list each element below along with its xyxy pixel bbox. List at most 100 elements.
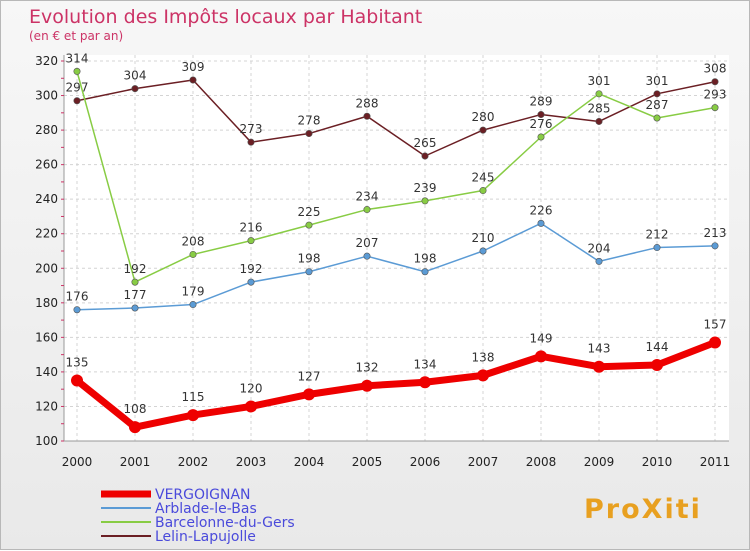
data-point-2-2 xyxy=(189,250,197,258)
y-tick-label-2: 140 xyxy=(35,365,58,379)
chart-title: Evolution des Impôts locaux par Habitant xyxy=(29,6,422,28)
data-label-3-2: 309 xyxy=(182,60,205,74)
chart-subtitle: (en € et par an) xyxy=(29,29,123,43)
data-point-1-8 xyxy=(537,219,545,227)
y-tick-label-9: 280 xyxy=(35,123,58,137)
data-point-3-9 xyxy=(595,117,603,125)
y-tick-label-0: 100 xyxy=(35,434,58,448)
x-tick-label-7: 2007 xyxy=(468,455,499,469)
data-point-1-6 xyxy=(421,268,429,276)
data-point-0-10 xyxy=(651,359,663,371)
x-tick-label-0: 2000 xyxy=(62,455,93,469)
data-label-0-4: 127 xyxy=(298,369,321,383)
data-point-2-5 xyxy=(363,206,371,214)
logo-text: ProXiti xyxy=(584,494,702,525)
data-label-3-10: 301 xyxy=(646,74,669,88)
data-label-0-8: 149 xyxy=(530,331,553,345)
legend-label-3: Lelin-Lapujolle xyxy=(155,529,256,545)
data-label-2-6: 239 xyxy=(414,181,437,195)
data-label-0-9: 143 xyxy=(588,342,611,356)
data-point-3-0 xyxy=(73,97,81,105)
data-point-3-8 xyxy=(537,111,545,119)
data-label-3-0: 297 xyxy=(66,81,89,95)
data-point-1-7 xyxy=(479,247,487,255)
plot-background xyxy=(64,55,729,441)
data-point-2-6 xyxy=(421,197,429,205)
data-point-1-5 xyxy=(363,252,371,260)
data-point-2-11 xyxy=(711,104,719,112)
data-point-3-4 xyxy=(305,130,313,138)
data-point-1-3 xyxy=(247,278,255,286)
data-point-3-2 xyxy=(189,76,197,84)
data-label-0-10: 144 xyxy=(646,340,669,354)
y-tick-label-11: 320 xyxy=(35,54,58,68)
x-tick-label-10: 2010 xyxy=(642,455,673,469)
data-label-1-11: 213 xyxy=(704,226,727,240)
data-label-3-3: 273 xyxy=(240,122,263,136)
y-tick-label-5: 200 xyxy=(35,261,58,275)
data-label-3-5: 288 xyxy=(356,96,379,110)
data-label-2-3: 216 xyxy=(240,221,263,235)
legend: VERGOIGNANArblade-le-BasBarcelonne-du-Ge… xyxy=(101,487,295,545)
y-tick-label-10: 300 xyxy=(35,89,58,103)
data-point-3-3 xyxy=(247,138,255,146)
data-label-0-7: 138 xyxy=(472,350,495,364)
data-point-2-7 xyxy=(479,187,487,195)
data-point-0-6 xyxy=(419,376,431,389)
data-point-2-9 xyxy=(595,90,603,98)
series-line-2 xyxy=(76,70,716,283)
data-label-3-7: 280 xyxy=(472,110,495,124)
data-label-2-7: 245 xyxy=(472,171,495,185)
data-point-1-10 xyxy=(653,244,661,252)
proxiti-logo: ProXiti xyxy=(584,494,702,525)
data-label-3-6: 265 xyxy=(414,136,437,150)
data-point-0-2 xyxy=(187,409,199,422)
data-label-1-1: 177 xyxy=(124,288,147,302)
data-label-2-0: 314 xyxy=(66,51,89,65)
data-point-0-8 xyxy=(535,350,547,363)
data-point-3-10 xyxy=(653,90,661,98)
x-tick-label-4: 2004 xyxy=(294,455,325,469)
data-label-3-9: 285 xyxy=(588,101,611,115)
legend-label-2: Barcelonne-du-Gers xyxy=(155,515,295,531)
data-label-1-8: 226 xyxy=(530,203,553,217)
x-tick-label-3: 2003 xyxy=(236,455,267,469)
y-tick-label-7: 240 xyxy=(35,192,58,206)
data-label-2-2: 208 xyxy=(182,234,205,248)
data-label-1-10: 212 xyxy=(646,228,669,242)
data-label-0-3: 120 xyxy=(240,381,263,395)
data-label-1-9: 204 xyxy=(588,241,611,255)
data-point-0-11 xyxy=(709,336,721,349)
data-point-3-1 xyxy=(131,85,139,93)
data-point-2-3 xyxy=(247,237,255,245)
data-point-3-11 xyxy=(711,78,719,86)
data-label-2-11: 293 xyxy=(704,88,727,102)
data-label-3-4: 278 xyxy=(298,114,321,128)
data-label-1-2: 179 xyxy=(182,285,205,299)
data-label-3-1: 304 xyxy=(124,69,147,83)
data-point-0-1 xyxy=(129,421,141,434)
data-label-0-1: 108 xyxy=(124,402,147,416)
data-label-3-11: 308 xyxy=(704,62,727,76)
data-label-1-4: 198 xyxy=(298,252,321,266)
data-point-0-5 xyxy=(361,379,373,392)
data-point-1-11 xyxy=(711,242,719,250)
data-point-3-5 xyxy=(363,112,371,120)
data-point-2-4 xyxy=(305,221,313,229)
data-point-2-10 xyxy=(653,114,661,122)
data-label-1-7: 210 xyxy=(472,231,495,245)
y-tick-label-6: 220 xyxy=(35,227,58,241)
data-point-1-4 xyxy=(305,268,313,276)
data-point-2-0 xyxy=(73,67,81,75)
data-point-0-7 xyxy=(477,369,489,382)
data-point-3-7 xyxy=(479,126,487,134)
x-tick-label-2: 2002 xyxy=(178,455,209,469)
data-point-0-0 xyxy=(71,374,83,387)
data-label-2-9: 301 xyxy=(588,74,611,88)
plot-area: 100 120 140 160 180 200 220 240 260 280 300 320 2000… xyxy=(35,51,730,469)
x-tick-label-11: 2011 xyxy=(700,455,731,469)
data-point-2-8 xyxy=(537,133,545,141)
x-tick-label-5: 2005 xyxy=(352,455,383,469)
